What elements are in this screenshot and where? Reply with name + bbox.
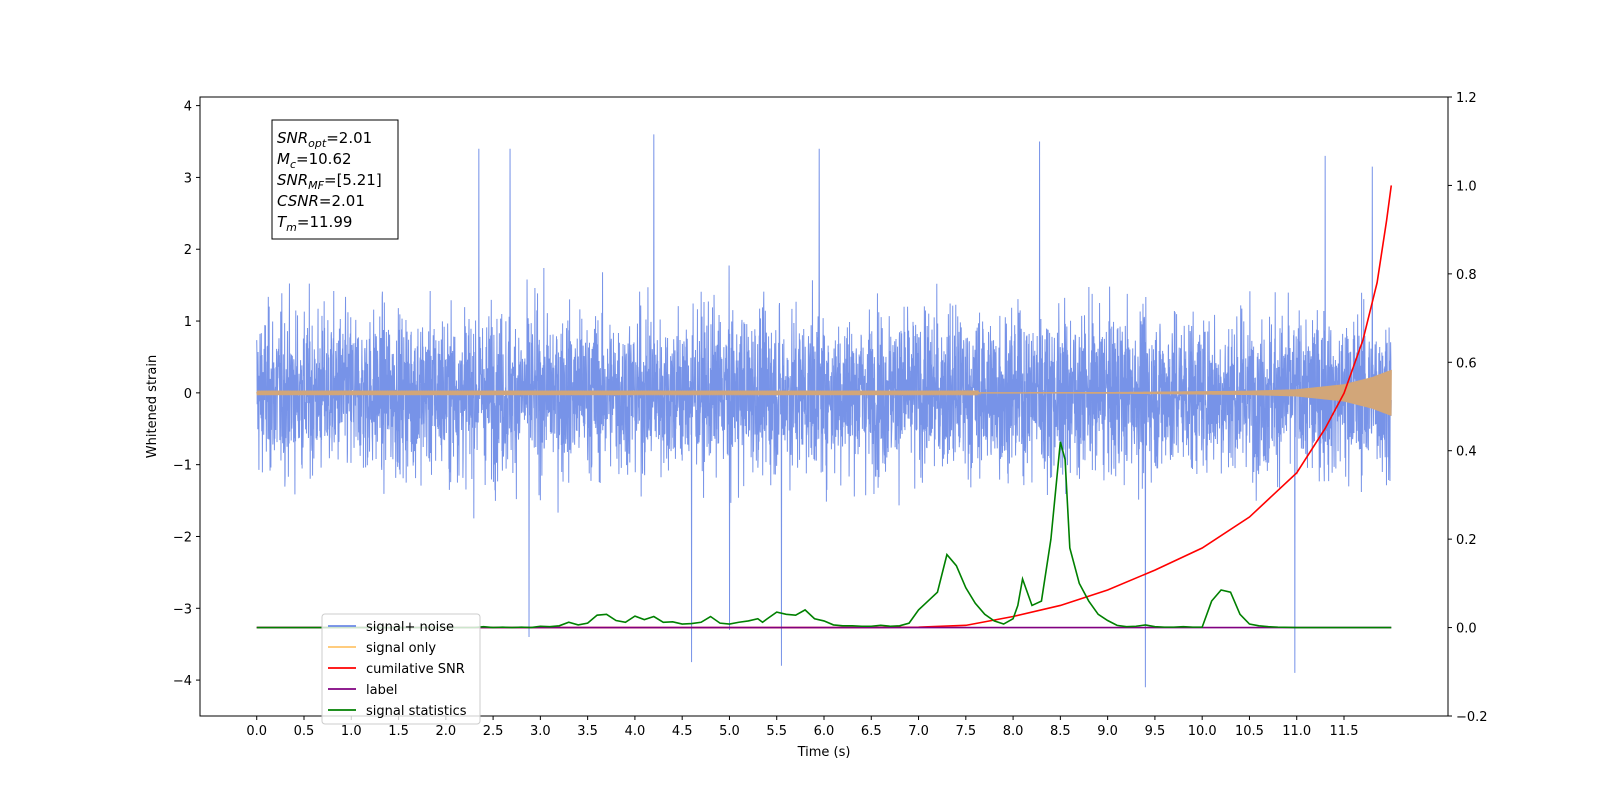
y-right-tick-label: 1.2 — [1456, 91, 1477, 106]
x-tick-label: 10.0 — [1188, 724, 1217, 739]
y-left-tick-label: 0 — [184, 387, 192, 402]
x-tick-label: 7.5 — [955, 724, 976, 739]
x-tick-label: 6.0 — [814, 724, 835, 739]
legend-label: signal only — [366, 641, 436, 656]
legend-label: signal+ noise — [366, 620, 454, 635]
x-tick-label: 8.5 — [1050, 724, 1071, 739]
y-right-tick-label: 0.4 — [1456, 445, 1477, 460]
x-tick-label: 2.5 — [483, 724, 504, 739]
x-tick-label: 7.0 — [908, 724, 929, 739]
info-line: Mc=10.62 — [277, 150, 352, 171]
x-tick-label: 9.5 — [1145, 724, 1166, 739]
series-signal-only-line — [256, 369, 1392, 416]
y-right-tick-label: 0.0 — [1456, 622, 1477, 637]
legend-label: cumilative SNR — [366, 662, 465, 677]
x-tick-label: 5.0 — [719, 724, 740, 739]
legend-label: label — [366, 683, 397, 698]
legend-frame — [321, 613, 481, 725]
x-tick-label: 2.0 — [435, 724, 456, 739]
x-tick-label: 0.5 — [294, 724, 315, 739]
series-signal-noise-line — [256, 134, 1392, 688]
y-left-tick-label: 4 — [184, 100, 192, 115]
x-tick-label: 11.5 — [1330, 724, 1359, 739]
y-axis-label-left: Whitened strain — [145, 355, 160, 458]
x-tick-label: 1.5 — [388, 724, 409, 739]
plot-area — [256, 134, 1393, 688]
y-right-tick-label: 0.2 — [1456, 533, 1477, 548]
y-left-tick-label: −3 — [173, 602, 192, 617]
y-left-tick-label: −4 — [173, 674, 192, 689]
y-left-tick-label: 3 — [184, 171, 192, 186]
x-tick-label: 1.0 — [341, 724, 362, 739]
x-tick-label: 8.0 — [1003, 724, 1024, 739]
x-tick-label: 6.5 — [861, 724, 882, 739]
info-line: SNRMF=[5.21] — [277, 171, 382, 192]
info-box-frame — [271, 119, 399, 240]
y-right-tick-label: 1.0 — [1456, 179, 1477, 194]
y-right-tick-label: −0.2 — [1456, 710, 1488, 725]
y-left-tick-label: 1 — [184, 315, 192, 330]
series-cumilative-snr-line — [256, 185, 1393, 629]
x-tick-label: 4.0 — [625, 724, 646, 739]
axes: 0.0 0.5 1.0 1.5 2.0 2.5 3.0 3.5 4.0 4.5 5.0 5.5 6.0 6… — [173, 91, 1488, 739]
series-signal-statistics-line — [256, 441, 1392, 629]
y-left-tick-label: 2 — [184, 243, 192, 258]
info-line: Tm=11.99 — [277, 213, 352, 234]
x-tick-label: 0.0 — [246, 724, 267, 739]
x-tick-label: 5.5 — [766, 724, 787, 739]
x-tick-label: 3.5 — [577, 724, 598, 739]
x-tick-label: 9.0 — [1097, 724, 1118, 739]
y-right-tick-label: 0.6 — [1456, 356, 1477, 371]
y-left-tick-label: −1 — [173, 459, 192, 474]
info-line: CSNR=2.01 — [277, 192, 365, 210]
y-right-tick-label: 0.8 — [1456, 268, 1477, 283]
legend-label: signal statistics — [366, 704, 467, 719]
legend: signal+ noise signal only cumilative SNR la… — [321, 613, 481, 725]
x-tick-label: 4.5 — [672, 724, 693, 739]
x-tick-label: 10.5 — [1235, 724, 1264, 739]
info-line: SNRopt=2.01 — [277, 129, 372, 150]
info-annotation-box: SNRopt=2.01Mc=10.62SNRMF=[5.21]CSNR=2.01… — [271, 119, 399, 240]
x-axis-label: Time (s) — [797, 745, 851, 760]
x-tick-label: 3.0 — [530, 724, 551, 739]
x-tick-label: 11.0 — [1282, 724, 1311, 739]
y-left-tick-label: −2 — [173, 530, 192, 545]
